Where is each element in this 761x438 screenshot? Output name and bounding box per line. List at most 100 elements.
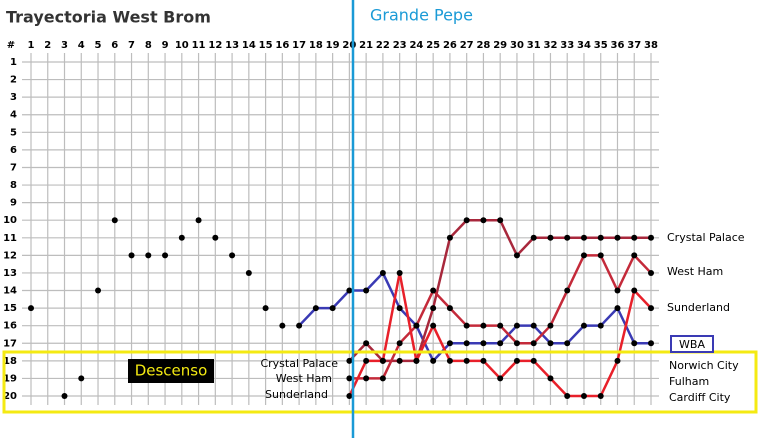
end-label: West Ham	[667, 265, 723, 278]
annotation: Fulham	[669, 375, 709, 388]
x-tick-label: 37	[627, 40, 641, 51]
x-tick-label: 20	[342, 40, 356, 51]
y-tick-label: 2	[10, 75, 17, 86]
data-point	[530, 340, 537, 347]
y-tick-label: 1	[10, 57, 17, 68]
data-point	[580, 252, 587, 259]
data-point	[430, 305, 437, 312]
x-tick-label: 5	[95, 40, 102, 51]
data-point	[648, 269, 654, 276]
data-point	[430, 287, 437, 294]
x-tick-label: 23	[393, 40, 407, 51]
annotation: Cardiff City	[669, 391, 731, 404]
x-tick-label: 3	[61, 40, 68, 51]
data-point	[446, 305, 453, 312]
y-tick-label: 16	[3, 321, 17, 332]
data-point	[530, 322, 537, 329]
y-tick-label: 10	[3, 215, 17, 226]
data-point	[513, 252, 520, 259]
data-point	[61, 393, 68, 399]
data-point	[580, 393, 587, 399]
data-point	[279, 322, 286, 329]
data-point	[597, 234, 604, 241]
data-point	[614, 305, 621, 312]
y-tick-label: 4	[10, 110, 17, 121]
y-tick-label: 13	[3, 268, 17, 279]
x-tick-label: 30	[510, 40, 524, 51]
y-tick-label: 5	[10, 127, 17, 138]
x-tick-label: 26	[443, 40, 457, 51]
data-point	[262, 305, 269, 312]
data-point	[530, 234, 537, 241]
data-point	[631, 252, 638, 259]
data-point	[128, 252, 135, 259]
data-point	[513, 357, 520, 364]
data-point	[379, 269, 386, 276]
x-tick-label: 34	[577, 40, 591, 51]
y-tick-label: 15	[3, 303, 17, 314]
data-point	[631, 287, 638, 294]
data-point	[413, 322, 420, 329]
data-point	[363, 340, 370, 347]
data-point	[580, 322, 587, 329]
data-point	[614, 287, 621, 294]
data-point	[648, 234, 654, 241]
x-tick-label: 11	[192, 40, 206, 51]
x-tick-label: 21	[359, 40, 373, 51]
x-tick-label: 33	[560, 40, 574, 51]
x-tick-label: 28	[476, 40, 490, 51]
x-tick-label: 10	[175, 40, 189, 51]
y-tick-label: 6	[10, 145, 17, 156]
x-tick-label: 8	[145, 40, 152, 51]
data-point	[597, 393, 604, 399]
y-tick-label: 8	[10, 180, 17, 191]
data-point	[564, 287, 571, 294]
x-tick-label: 13	[225, 40, 239, 51]
data-point	[430, 322, 437, 329]
x-tick-label: 1	[28, 40, 35, 51]
x-tick-label: 36	[611, 40, 625, 51]
x-tick-label: 32	[543, 40, 557, 51]
x-tick-label: 6	[111, 40, 118, 51]
y-tick-label: 11	[3, 233, 17, 244]
data-point	[564, 393, 571, 399]
zone-label: Descenso	[135, 362, 208, 380]
data-point	[480, 340, 487, 347]
x-tick-label: 18	[309, 40, 323, 51]
data-point	[614, 234, 621, 241]
data-point	[480, 217, 487, 224]
y-tick-label: 7	[10, 162, 17, 173]
data-point	[195, 217, 202, 224]
wba-box	[670, 335, 714, 353]
data-point	[379, 357, 386, 364]
data-point	[145, 252, 152, 259]
data-point	[346, 375, 353, 382]
data-point	[162, 252, 169, 259]
x-tick-label: 2	[44, 40, 51, 51]
data-point	[430, 357, 437, 364]
x-tick-label: 27	[460, 40, 474, 51]
x-tick-label: 4	[78, 40, 85, 51]
data-point	[547, 322, 554, 329]
end-label: Sunderland	[667, 301, 730, 314]
data-point	[597, 252, 604, 259]
data-point	[564, 234, 571, 241]
data-point	[547, 375, 554, 382]
x-tick-label: 22	[376, 40, 390, 51]
data-point	[497, 340, 504, 347]
data-point	[212, 234, 219, 241]
x-tick-label: 16	[275, 40, 289, 51]
data-point	[513, 340, 520, 347]
data-point	[547, 340, 554, 347]
y-tick-label: 14	[3, 286, 17, 297]
data-point	[396, 340, 403, 347]
data-point	[463, 322, 470, 329]
data-point	[396, 305, 403, 312]
x-tick-label: 24	[409, 40, 423, 51]
data-point	[530, 357, 537, 364]
data-point	[564, 340, 571, 347]
data-point	[111, 217, 118, 224]
data-point	[497, 322, 504, 329]
data-point	[480, 357, 487, 364]
